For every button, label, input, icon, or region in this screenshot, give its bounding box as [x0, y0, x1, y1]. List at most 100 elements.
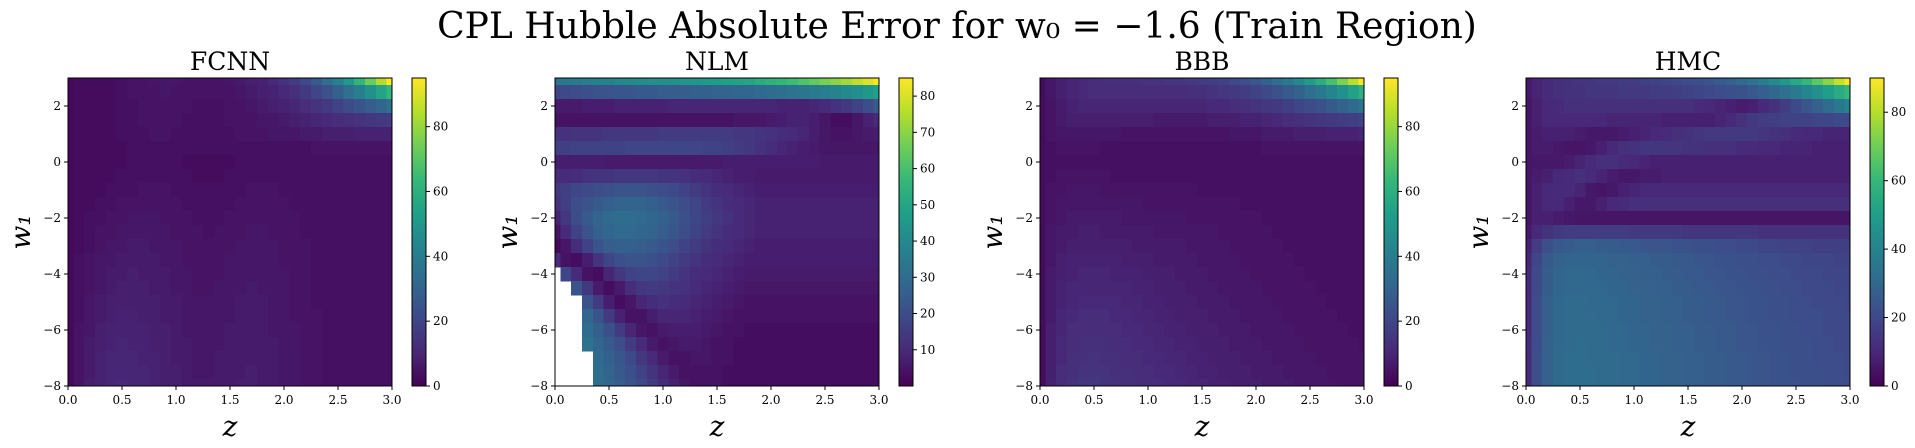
heatmap-cell	[646, 211, 659, 226]
heatmap-cell	[1272, 281, 1284, 296]
heatmap-cell	[105, 239, 118, 254]
heatmap-cell	[1261, 169, 1273, 184]
heatmap-cell	[592, 99, 605, 114]
heatmap-cell	[819, 309, 831, 324]
heatmap-cell	[300, 197, 312, 212]
heatmap-cell	[1358, 351, 1364, 366]
heatmap-cell	[1769, 141, 1781, 156]
heatmap-cell	[105, 113, 118, 128]
heatmap-cell	[1725, 85, 1738, 100]
heatmap-cell	[105, 211, 118, 226]
heatmap-cell	[105, 379, 118, 386]
heatmap-cell	[1337, 127, 1349, 142]
heatmap-cell	[646, 309, 659, 324]
heatmap-cell	[1326, 295, 1338, 310]
heatmap-cell	[224, 197, 236, 212]
heatmap-cell	[257, 337, 269, 352]
heatmap-cell	[1671, 225, 1684, 240]
heatmap-cell	[1358, 141, 1364, 156]
heatmap-cell	[181, 78, 193, 86]
heatmap-cell	[1650, 141, 1662, 156]
heatmap-cell	[679, 323, 691, 338]
heatmap-cell	[1704, 281, 1716, 296]
heatmap-cell	[571, 239, 583, 254]
heatmap-cell	[1715, 253, 1727, 268]
heatmap-cell	[1650, 211, 1662, 226]
heatmap-cell	[1553, 99, 1565, 114]
heatmap-cell	[1250, 183, 1262, 198]
heatmap-cell	[776, 78, 788, 86]
heatmap-cell	[1239, 225, 1252, 240]
heatmap-cell	[1261, 155, 1273, 170]
heatmap-cell	[722, 337, 734, 352]
heatmap-cell	[246, 253, 258, 268]
colorbar-tick-label: 0	[1891, 379, 1899, 393]
heatmap-cell	[1661, 239, 1673, 254]
heatmap-cell	[1812, 155, 1824, 170]
heatmap-cell	[1045, 113, 1057, 128]
heatmap-cell	[1542, 99, 1554, 114]
heatmap-cell	[1526, 127, 1532, 142]
heatmap-cell	[852, 225, 864, 240]
heatmap-cell	[332, 78, 344, 86]
heatmap-cell	[1110, 309, 1122, 324]
heatmap-cell	[1542, 225, 1554, 240]
heatmap-cell	[646, 99, 659, 114]
y-tick-label: −8	[1501, 379, 1519, 393]
heatmap-cell	[1347, 78, 1360, 86]
heatmap-cell	[711, 365, 723, 380]
heatmap-cell	[1077, 197, 1090, 212]
heatmap-cell	[1088, 365, 1100, 380]
heatmap-cell	[1531, 211, 1543, 226]
heatmap-cell	[679, 351, 691, 366]
heatmap-cell	[798, 323, 810, 338]
heatmap-cell	[203, 323, 215, 338]
heatmap-cell	[1164, 169, 1176, 184]
heatmap-cell	[1056, 141, 1068, 156]
heatmap-cell	[321, 281, 334, 296]
heatmap-cell	[1596, 85, 1608, 100]
heatmap-cell	[722, 141, 734, 156]
heatmap-cell	[267, 99, 280, 114]
heatmap-cell	[1671, 197, 1684, 212]
heatmap-cell	[149, 141, 161, 156]
heatmap-cell	[1218, 78, 1230, 86]
heatmap-cell	[149, 78, 161, 86]
heatmap-cell	[873, 309, 879, 324]
heatmap-cell	[733, 183, 745, 198]
heatmap-cell	[1153, 239, 1165, 254]
heatmap-cell	[852, 379, 864, 386]
heatmap-cell	[386, 267, 392, 282]
heatmap-cell	[657, 155, 669, 170]
heatmap-cell	[127, 155, 139, 170]
heatmap-cell	[1812, 113, 1824, 128]
heatmap-cell	[808, 78, 821, 86]
heatmap-cell	[1250, 365, 1262, 380]
heatmap-cell	[300, 225, 312, 240]
heatmap-cell	[754, 155, 767, 170]
heatmap-cell	[1715, 365, 1727, 380]
heatmap-cell	[1542, 141, 1554, 156]
heatmap-cell	[744, 351, 756, 366]
heatmap-cell	[1671, 113, 1684, 128]
heatmap-cell	[1628, 99, 1640, 114]
heatmap-cell	[365, 295, 377, 310]
heatmap-cell	[321, 309, 334, 324]
heatmap-cell	[1607, 127, 1619, 142]
heatmap-cell	[873, 225, 879, 240]
heatmap-cell	[149, 225, 161, 240]
heatmap-cell	[311, 211, 323, 226]
heatmap-cell	[332, 379, 344, 386]
heatmap-cell	[1563, 113, 1576, 128]
heatmap-cell	[105, 141, 118, 156]
heatmap-cell	[1715, 141, 1727, 156]
heatmap-cell	[84, 351, 96, 366]
heatmap-cell	[679, 211, 691, 226]
heatmap-cell	[1844, 99, 1850, 114]
heatmap-cell	[1088, 337, 1100, 352]
heatmap-cell	[625, 267, 637, 282]
heatmap-cell	[1358, 127, 1364, 142]
heatmap-cell	[614, 225, 626, 240]
heatmap-cell	[1801, 127, 1813, 142]
heatmap-cell	[321, 141, 334, 156]
